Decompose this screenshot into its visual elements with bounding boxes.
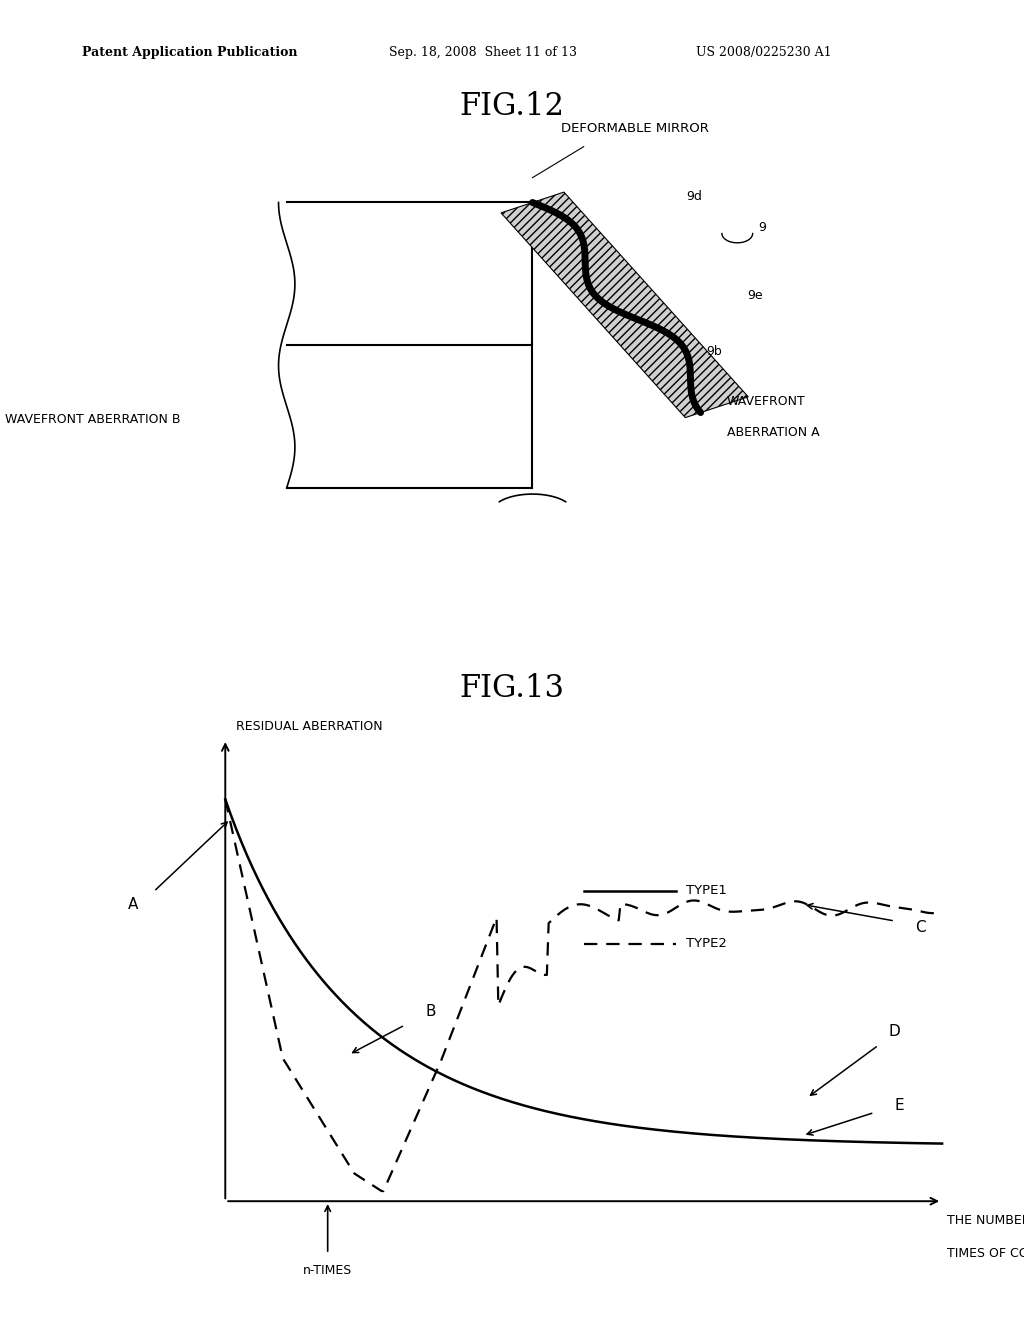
Text: n-TIMES: n-TIMES: [303, 1265, 352, 1276]
Text: 9b: 9b: [707, 345, 722, 358]
Text: RESIDUAL ABERRATION: RESIDUAL ABERRATION: [236, 719, 382, 733]
Text: WAVEFRONT ABERRATION B: WAVEFRONT ABERRATION B: [5, 413, 180, 426]
Text: TIMES OF COMPENSATION: TIMES OF COMPENSATION: [947, 1247, 1024, 1261]
Text: DEFORMABLE MIRROR: DEFORMABLE MIRROR: [561, 121, 709, 135]
Polygon shape: [501, 193, 749, 417]
Text: US 2008/0225230 A1: US 2008/0225230 A1: [696, 46, 831, 59]
Text: Sep. 18, 2008  Sheet 11 of 13: Sep. 18, 2008 Sheet 11 of 13: [389, 46, 578, 59]
Text: Patent Application Publication: Patent Application Publication: [82, 46, 297, 59]
Text: 9d: 9d: [686, 190, 702, 203]
Text: C: C: [915, 920, 926, 935]
Text: ABERRATION A: ABERRATION A: [727, 425, 819, 438]
Text: FIG.13: FIG.13: [460, 673, 564, 704]
Text: D: D: [889, 1024, 900, 1039]
Text: A: A: [128, 898, 138, 912]
Text: THE NUMBER OF: THE NUMBER OF: [947, 1214, 1024, 1228]
Text: WAVEFRONT: WAVEFRONT: [727, 395, 806, 408]
Text: FIG.12: FIG.12: [460, 91, 564, 121]
Text: E: E: [895, 1098, 904, 1113]
Text: 9: 9: [758, 220, 766, 234]
Text: 9e: 9e: [748, 289, 763, 302]
Text: B: B: [426, 1005, 436, 1019]
Text: TYPE2: TYPE2: [686, 937, 727, 950]
Text: TYPE1: TYPE1: [686, 884, 727, 898]
